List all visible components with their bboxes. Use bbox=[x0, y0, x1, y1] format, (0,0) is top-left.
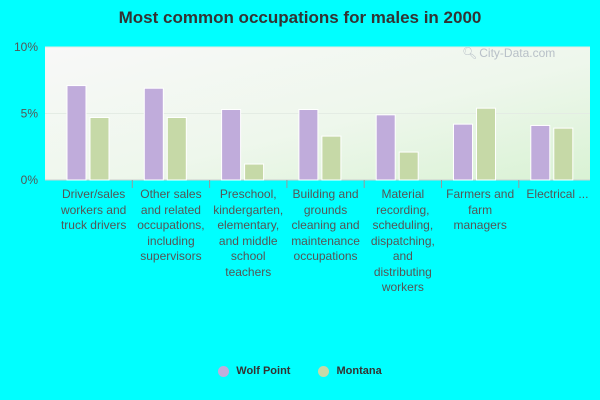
legend-label-wolf-point: Wolf Point bbox=[236, 365, 291, 377]
bar-wolf-point bbox=[375, 114, 396, 181]
bar-wolf-point bbox=[221, 109, 242, 181]
watermark: 🔍︎ City-Data.com bbox=[462, 46, 555, 60]
watermark-text: City-Data.com bbox=[479, 46, 556, 60]
bar-wolf-point bbox=[143, 87, 164, 181]
bar-wolf-point bbox=[298, 109, 319, 181]
legend-swatch-wolf-point bbox=[218, 365, 230, 377]
category-label: Preschool, kindergarten, elementary, and… bbox=[213, 187, 284, 279]
y-tick-label: 0% bbox=[21, 173, 39, 187]
category-label: Building and grounds cleaning and mainte… bbox=[291, 187, 360, 263]
category-label: Farmers and farm managers bbox=[446, 187, 515, 232]
y-tick-label: 10% bbox=[14, 40, 38, 54]
y-tick-label: 5% bbox=[21, 107, 39, 121]
chart-title: Most common occupations for males in 200… bbox=[118, 8, 482, 27]
bar-wolf-point bbox=[453, 123, 473, 181]
bar-montana bbox=[244, 163, 265, 181]
legend: Wolf Point Montana bbox=[0, 365, 600, 377]
bar-wolf-point bbox=[66, 85, 87, 181]
category-label: Other sales and related occupations, inc… bbox=[137, 187, 205, 263]
category-label: Electrical ... bbox=[526, 187, 589, 201]
bar-montana bbox=[476, 107, 496, 181]
bar-montana bbox=[398, 151, 419, 181]
y-axis-labels: 10% 5% 0% bbox=[14, 40, 38, 187]
magnifier-icon: 🔍︎ bbox=[462, 46, 478, 60]
bar-montana bbox=[553, 127, 574, 181]
legend-label-montana: Montana bbox=[336, 365, 382, 377]
category-label: Material recording, scheduling, dispatch… bbox=[370, 187, 435, 294]
bars bbox=[66, 85, 574, 181]
category-label: Driver/sales workers and truck drivers bbox=[60, 187, 127, 232]
bar-montana bbox=[89, 116, 110, 181]
bar-montana bbox=[321, 135, 342, 181]
bar-wolf-point bbox=[530, 124, 551, 181]
legend-swatch-montana bbox=[318, 365, 330, 377]
bar-montana bbox=[166, 116, 187, 181]
legend-item-montana: Montana bbox=[318, 365, 382, 377]
category-separators bbox=[131, 180, 520, 188]
legend-item-wolf-point: Wolf Point bbox=[218, 365, 290, 377]
